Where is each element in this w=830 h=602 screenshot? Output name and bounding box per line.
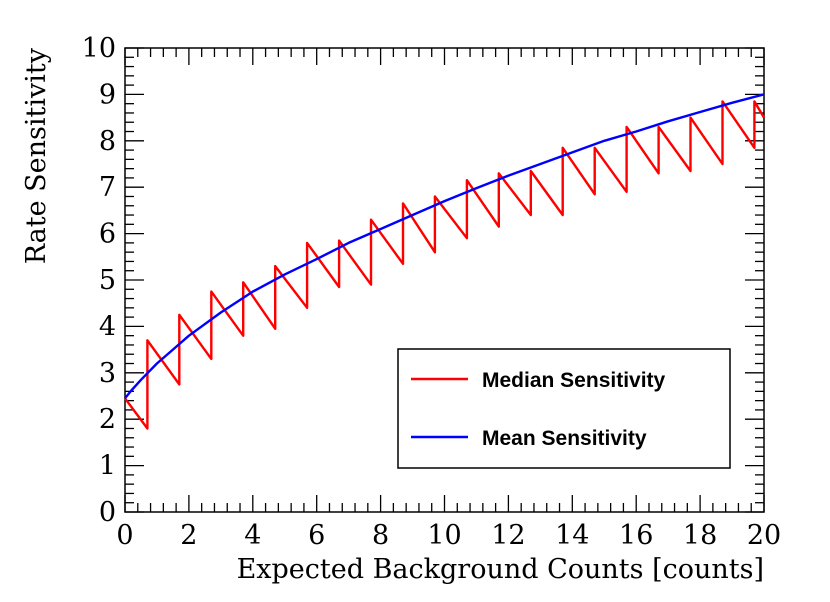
axis-ticks	[124, 47, 765, 513]
x-tick-label: 0	[116, 520, 133, 551]
y-tick-label: 4	[99, 311, 116, 342]
legend-box	[397, 348, 731, 469]
y-tick-label: 7	[99, 172, 116, 203]
x-tick-label: 20	[747, 520, 781, 551]
legend-label-median: Median Sensitivity	[482, 369, 666, 392]
legend-label-mean: Mean Sensitivity	[482, 427, 647, 450]
x-tick-label: 12	[491, 520, 525, 551]
y-tick-label: 1	[99, 451, 116, 482]
x-tick-label: 8	[372, 520, 389, 551]
y-tick-label: 3	[99, 358, 116, 389]
y-tick-label: 6	[99, 219, 116, 250]
y-axis-title: Rate Sensitivity	[21, 47, 52, 264]
median-sensitivity-line	[124, 100, 766, 430]
y-tick-label: 2	[99, 404, 116, 435]
y-tick-label: 0	[99, 497, 116, 528]
x-axis-title: Expected Background Counts [counts]	[237, 554, 764, 585]
y-tick-label: 9	[99, 79, 116, 110]
legend: Median Sensitivity Mean Sensitivity	[397, 348, 731, 469]
y-tick-label: 10	[82, 33, 116, 64]
x-tick-label: 16	[619, 520, 653, 551]
x-tick-label: 6	[308, 520, 325, 551]
x-tick-label: 10	[427, 520, 461, 551]
x-tick-label: 18	[683, 520, 717, 551]
mean-sensitivity-line	[124, 93, 765, 400]
x-tick-label: 14	[555, 520, 589, 551]
y-tick-label: 5	[99, 265, 116, 296]
x-tick-label: 2	[180, 520, 197, 551]
x-tick-label: 4	[244, 520, 261, 551]
series-lines	[124, 93, 766, 430]
y-tick-label: 8	[99, 126, 116, 157]
